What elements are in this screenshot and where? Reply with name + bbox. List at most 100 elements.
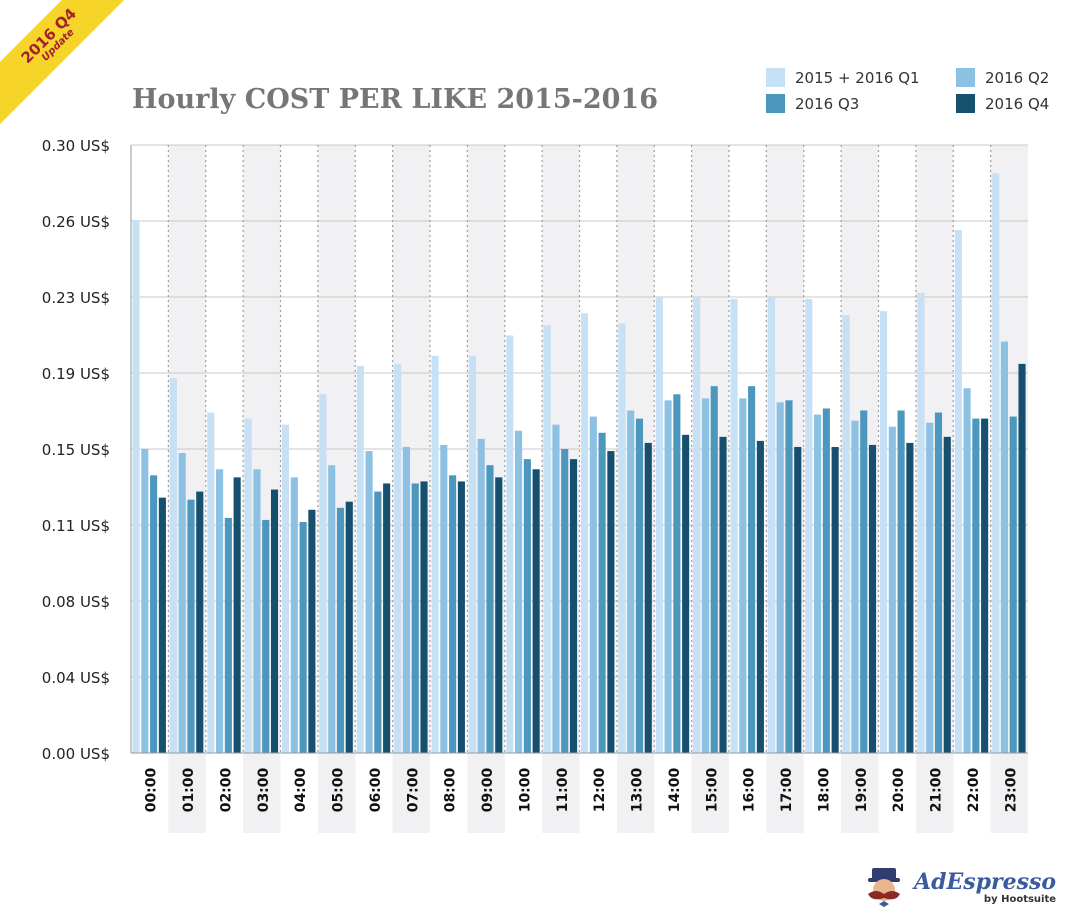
bar-2016-q2-0600 — [365, 451, 373, 753]
bar-2016-q3-0500 — [336, 507, 345, 753]
x-tick-label: 08:00 — [443, 767, 459, 812]
bar-2016-q4-1500 — [719, 436, 727, 753]
legend-label: 2016 Q3 — [795, 94, 860, 113]
bar-2016-q2-0200 — [216, 469, 224, 753]
bars — [132, 173, 1026, 753]
legend-label: 2015 + 2016 Q1 — [795, 68, 920, 87]
x-tick-label: 00:00 — [144, 767, 160, 812]
x-tick-label: 03:00 — [256, 767, 272, 812]
y-tick-label: 0.23 US$ — [42, 289, 110, 307]
bar-2016-q2-1600 — [739, 398, 747, 753]
bar-2016-q3-0300 — [262, 519, 270, 753]
legend-swatch — [766, 94, 785, 113]
legend-item-q1: 2015 + 2016 Q1 — [766, 68, 920, 87]
x-tick-label: 18:00 — [816, 767, 832, 812]
bar-2016-q2-2300 — [1000, 341, 1009, 753]
mascot-icon — [862, 866, 906, 910]
bar-2016-q3-0900 — [486, 465, 494, 753]
bar-2016-q3-1000 — [523, 459, 531, 753]
bar-2015-2016-q1-0100 — [169, 378, 177, 753]
bar-2015-2016-q1-2000 — [879, 311, 888, 753]
bar-2016-q2-1700 — [776, 402, 784, 753]
bar-2015-2016-q1-0800 — [431, 355, 439, 753]
bar-2016-q4-1400 — [682, 434, 690, 753]
bar-2016-q2-1000 — [515, 430, 523, 753]
bar-2016-q4-0900 — [495, 477, 503, 753]
bar-2015-2016-q1-2100 — [917, 292, 925, 753]
bar-2016-q2-0900 — [477, 438, 485, 753]
x-tick-label: 04:00 — [293, 767, 309, 812]
bar-2015-2016-q1-1600 — [730, 299, 738, 753]
logo-byline: by Hootsuite — [983, 894, 1057, 905]
bar-2016-q4-2300 — [1018, 363, 1026, 753]
bar-2016-q2-1400 — [664, 400, 672, 753]
bar-2016-q2-0800 — [440, 444, 448, 753]
bar-2015-2016-q1-1700 — [767, 297, 775, 753]
y-tick-label: 0.30 US$ — [42, 137, 110, 155]
x-tick-label: 11:00 — [555, 767, 571, 812]
bar-2016-q2-1800 — [814, 414, 822, 753]
x-tick-label: 14:00 — [667, 767, 683, 812]
bar-2016-q2-0100 — [178, 453, 186, 753]
legend-swatch — [766, 68, 785, 87]
x-tick-label: 23:00 — [1003, 767, 1019, 812]
bar-2016-q3-2000 — [897, 410, 905, 753]
y-tick-label: 0.15 US$ — [42, 441, 110, 459]
legend: 2015 + 2016 Q1 2016 Q2 2016 Q3 2016 Q4 — [766, 68, 1066, 120]
x-tick-label: 19:00 — [854, 767, 870, 812]
bar-2016-q2-1200 — [589, 416, 597, 753]
bar-2016-q4-1900 — [868, 444, 877, 753]
bar-2016-q2-0000 — [141, 449, 149, 753]
bar-2016-q4-0200 — [233, 477, 241, 753]
bar-2015-2016-q1-1400 — [655, 297, 663, 753]
bar-2015-2016-q1-0700 — [394, 363, 402, 753]
bar-2016-q3-0000 — [150, 475, 158, 753]
x-tick-label: 21:00 — [929, 767, 945, 812]
y-tick-label: 0.19 US$ — [42, 365, 110, 383]
bar-2016-q3-2200 — [972, 418, 980, 753]
bar-2015-2016-q1-0900 — [468, 355, 476, 753]
bar-2015-2016-q1-1800 — [805, 299, 813, 753]
bar-2016-q4-2100 — [943, 436, 951, 753]
bar-2016-q2-0500 — [328, 465, 336, 753]
x-tick-label: 13:00 — [630, 767, 646, 812]
adespresso-logo: AdEspresso by Hootsuite — [862, 866, 1056, 910]
bar-2016-q3-1500 — [710, 386, 718, 753]
bar-2016-q4-0300 — [270, 489, 279, 753]
x-tick-label: 06:00 — [368, 767, 384, 812]
x-tick-label: 20:00 — [891, 767, 907, 812]
chart-title: Hourly COST PER LIKE 2015-2016 — [132, 84, 658, 115]
bar-2015-2016-q1-1100 — [543, 325, 551, 753]
bar-2016-q3-1300 — [635, 418, 644, 753]
bar-2016-q4-2000 — [906, 442, 914, 753]
bar-2015-2016-q1-1000 — [506, 335, 514, 753]
x-tick-label: 17:00 — [779, 767, 795, 812]
x-tick-label: 05:00 — [331, 767, 347, 812]
x-tick-label: 09:00 — [480, 767, 496, 812]
bar-2016-q3-0700 — [411, 483, 419, 753]
x-tick-label: 16:00 — [742, 767, 758, 812]
bar-2015-2016-q1-1300 — [618, 323, 626, 753]
legend-item-q3: 2016 Q3 — [766, 94, 859, 113]
x-tick-label: 15:00 — [704, 767, 720, 812]
bar-2016-q4-1700 — [794, 446, 802, 753]
bar-2016-q2-1900 — [851, 420, 859, 753]
bar-2016-q3-1900 — [860, 410, 868, 753]
x-tick-label: 12:00 — [592, 767, 608, 812]
bar-2016-q3-2300 — [1009, 416, 1017, 753]
y-tick-label: 0.11 US$ — [42, 517, 110, 535]
gridlines — [131, 144, 1028, 754]
bar-2016-q4-1300 — [644, 442, 652, 753]
bar-2016-q2-2200 — [963, 388, 971, 753]
bar-2016-q3-0800 — [449, 475, 457, 753]
bar-2016-q2-1500 — [701, 398, 710, 753]
bar-2016-q4-0800 — [457, 481, 465, 753]
legend-swatch — [956, 94, 975, 113]
bar-2016-q3-0600 — [374, 491, 382, 753]
bar-2016-q3-1800 — [822, 408, 830, 753]
bar-2016-q2-0400 — [290, 477, 298, 753]
bar-2016-q4-0600 — [383, 483, 391, 753]
bar-2015-2016-q1-0200 — [207, 412, 215, 753]
x-tick-label: 02:00 — [218, 767, 234, 812]
bar-2016-q3-1100 — [561, 449, 569, 753]
